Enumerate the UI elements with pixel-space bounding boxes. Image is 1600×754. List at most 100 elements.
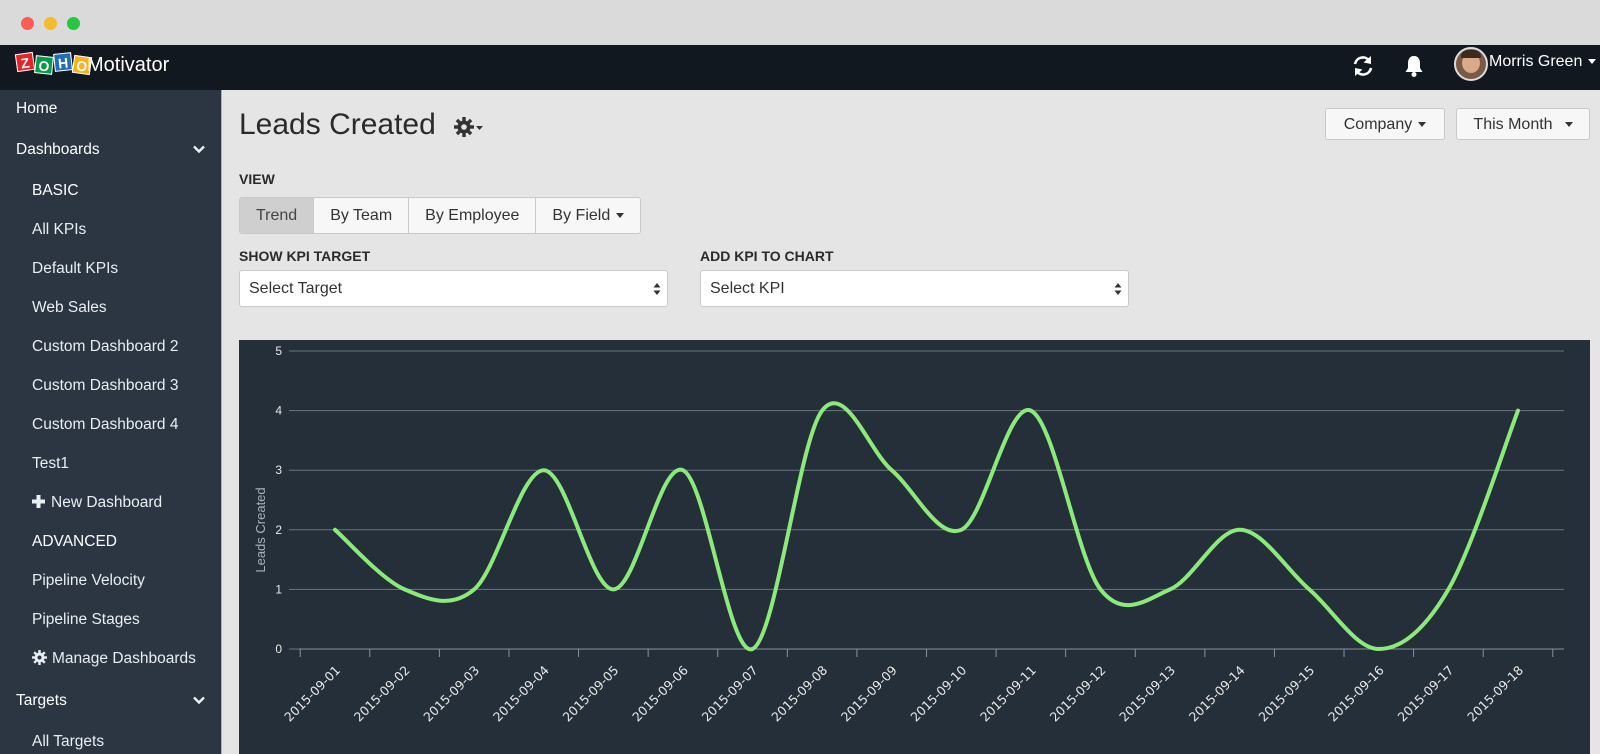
caret-down-icon	[1564, 122, 1573, 128]
sidebar-item-home[interactable]: Home	[16, 100, 58, 117]
data-point	[611, 587, 615, 591]
page-title: Leads Created	[239, 108, 436, 141]
sidebar-item-all-targets[interactable]: All Targets	[32, 733, 105, 750]
tab-by-team[interactable]: By Team	[314, 198, 410, 233]
sidebar-item-default-kpis[interactable]: Default KPIs	[32, 260, 119, 277]
tab-by-employee[interactable]: By Employee	[409, 198, 537, 233]
tab-trend[interactable]: Trend	[240, 198, 315, 233]
data-point	[1098, 587, 1102, 591]
series-line-leads-created	[333, 401, 1520, 652]
y-tick-label: 3	[275, 463, 282, 477]
x-tick-label: 2015-09-07	[699, 663, 761, 725]
logo-letter: H	[53, 52, 73, 72]
x-tick-label: 2015-09-09	[838, 662, 900, 724]
x-tick-label: 2015-09-14	[1186, 662, 1248, 724]
settings-gear-icon[interactable]	[454, 116, 484, 138]
x-tick-label: 2015-09-08	[768, 662, 830, 724]
avatar-hair	[1461, 50, 1481, 58]
y-tick-label: 4	[275, 404, 282, 418]
data-point	[890, 468, 894, 472]
user-name: Morris Green	[1489, 53, 1583, 70]
sidebar-section-advanced: ADVANCED	[32, 533, 117, 550]
view-tabs: Trend By Team By Employee By Field	[239, 197, 642, 234]
caret-down-icon	[1418, 122, 1427, 128]
data-point	[1446, 587, 1450, 591]
select-arrows-icon	[1114, 283, 1122, 295]
sidebar-item-custom-dashboard-4[interactable]: Custom Dashboard 4	[32, 416, 179, 433]
refresh-icon[interactable]	[1350, 53, 1376, 79]
user-menu-toggle[interactable]: Morris Green	[1489, 53, 1597, 71]
x-tick-label: 2015-09-05	[559, 663, 621, 725]
gear-icon	[32, 650, 47, 665]
window-titlebar	[0, 0, 1600, 45]
sidebar-item-pipeline-stages[interactable]: Pipeline Stages	[32, 611, 140, 628]
sidebar-item-all-kpis[interactable]: All KPIs	[32, 221, 87, 238]
sidebar-item-test1[interactable]: Test1	[32, 455, 70, 472]
x-tick-label: 2015-09-13	[1116, 663, 1178, 725]
x-tick-label: 2015-09-06	[629, 662, 691, 724]
data-point	[1516, 409, 1520, 413]
period-filter-button[interactable]: This Month	[1456, 108, 1590, 140]
sidebar-item-dashboards[interactable]: Dashboards	[16, 141, 100, 158]
data-point	[1307, 587, 1311, 591]
logo-letter: O	[34, 55, 54, 75]
sidebar-item-custom-dashboard-3[interactable]: Custom Dashboard 3	[32, 377, 179, 394]
app-name: Motivator	[87, 54, 170, 76]
kpi-target-label: SHOW KPI TARGET	[239, 248, 371, 264]
x-tick-label: 2015-09-11	[977, 663, 1039, 725]
sidebar-item-new-dashboard[interactable]: New Dashboard	[32, 494, 162, 512]
logo-letter: Z	[14, 51, 36, 73]
user-avatar[interactable]	[1454, 47, 1488, 81]
sidebar-item-custom-dashboard-2[interactable]: Custom Dashboard 2	[32, 338, 179, 355]
x-tick-label: 2015-09-01	[281, 663, 343, 725]
chevron-down-icon[interactable]	[193, 143, 205, 155]
select-arrows-icon	[653, 283, 661, 295]
plus-icon	[32, 495, 45, 508]
close-window-button[interactable]	[21, 17, 34, 30]
company-filter-label: Company	[1343, 116, 1413, 133]
sidebar-item-pipeline-velocity[interactable]: Pipeline Velocity	[32, 572, 145, 589]
tab-by-field[interactable]: By Field	[536, 198, 641, 233]
x-tick-label: 2015-09-03	[420, 663, 482, 725]
trend-chart: 0 1 2 3 4 5 Leads Created 2015-09-01 2015-09-02 2…	[239, 340, 1590, 754]
user-menu-caret-icon	[1588, 59, 1597, 65]
minimize-window-button[interactable]	[44, 17, 57, 30]
x-tick-label: 2015-09-02	[351, 663, 413, 725]
top-navbar: Z O H O Motivator Morris Green	[0, 45, 1600, 90]
period-filter-label: This Month	[1473, 116, 1553, 133]
data-point	[542, 468, 546, 472]
new-dashboard-label: New Dashboard	[51, 494, 163, 511]
company-filter-button[interactable]: Company	[1325, 108, 1445, 140]
sidebar: Home Dashboards BASIC All KPIs Default K…	[0, 90, 222, 754]
zoho-logo[interactable]: Z O H O	[14, 51, 93, 79]
y-tick-label: 1	[275, 582, 282, 596]
caret-down-icon	[616, 213, 625, 219]
y-axis-label: Leads Created	[253, 487, 268, 572]
add-kpi-label: ADD KPI TO CHART	[700, 248, 834, 264]
bell-icon[interactable]	[1401, 53, 1427, 79]
kpi-target-value: Select Target	[249, 280, 343, 297]
kpi-target-select[interactable]: Select Target	[239, 270, 668, 307]
x-tick-label: 2015-09-15	[1255, 663, 1317, 725]
data-point	[1168, 587, 1172, 591]
sidebar-item-web-sales[interactable]: Web Sales	[32, 299, 107, 316]
main-content: Leads Created Company This Month VIEW Tr…	[222, 90, 1600, 754]
chevron-down-icon[interactable]	[193, 694, 205, 706]
data-point	[403, 587, 407, 591]
sidebar-item-targets[interactable]: Targets	[16, 692, 67, 709]
x-tick-label: 2015-09-18	[1464, 662, 1526, 724]
data-point	[820, 409, 824, 413]
add-kpi-select[interactable]: Select KPI	[700, 270, 1129, 307]
data-point	[751, 647, 755, 651]
data-point	[1238, 528, 1242, 532]
view-label: VIEW	[239, 171, 275, 187]
y-tick-label: 0	[275, 642, 282, 656]
avatar-face	[1462, 53, 1480, 73]
y-tick-label: 2	[275, 523, 282, 537]
data-point	[333, 528, 337, 532]
x-tick-label: 2015-09-12	[1047, 663, 1109, 725]
maximize-window-button[interactable]	[67, 17, 80, 30]
sidebar-item-manage-dashboards[interactable]: Manage Dashboards	[32, 650, 196, 668]
